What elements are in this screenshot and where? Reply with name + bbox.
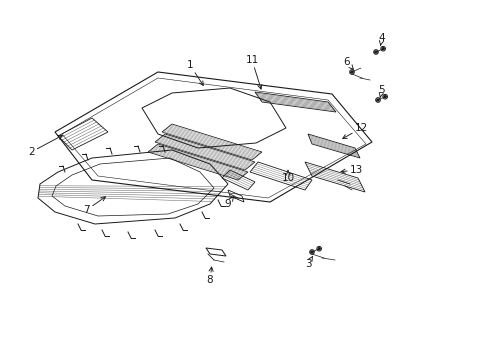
Circle shape bbox=[382, 48, 384, 50]
Text: 5: 5 bbox=[378, 85, 385, 98]
Text: 9: 9 bbox=[224, 196, 233, 209]
Text: 1: 1 bbox=[186, 60, 203, 85]
Text: 13: 13 bbox=[340, 165, 363, 175]
Text: 6: 6 bbox=[343, 57, 353, 69]
Circle shape bbox=[376, 99, 378, 101]
Circle shape bbox=[350, 71, 352, 73]
Circle shape bbox=[310, 251, 312, 253]
Circle shape bbox=[318, 248, 320, 250]
Text: 11: 11 bbox=[245, 55, 261, 89]
Text: 7: 7 bbox=[83, 197, 105, 215]
Circle shape bbox=[374, 51, 376, 53]
Text: 8: 8 bbox=[206, 267, 213, 285]
Circle shape bbox=[384, 96, 386, 98]
Text: 12: 12 bbox=[342, 123, 367, 139]
Text: 3: 3 bbox=[304, 256, 312, 269]
Text: 2: 2 bbox=[28, 135, 62, 157]
Text: 10: 10 bbox=[281, 170, 294, 183]
Text: 4: 4 bbox=[378, 33, 385, 46]
